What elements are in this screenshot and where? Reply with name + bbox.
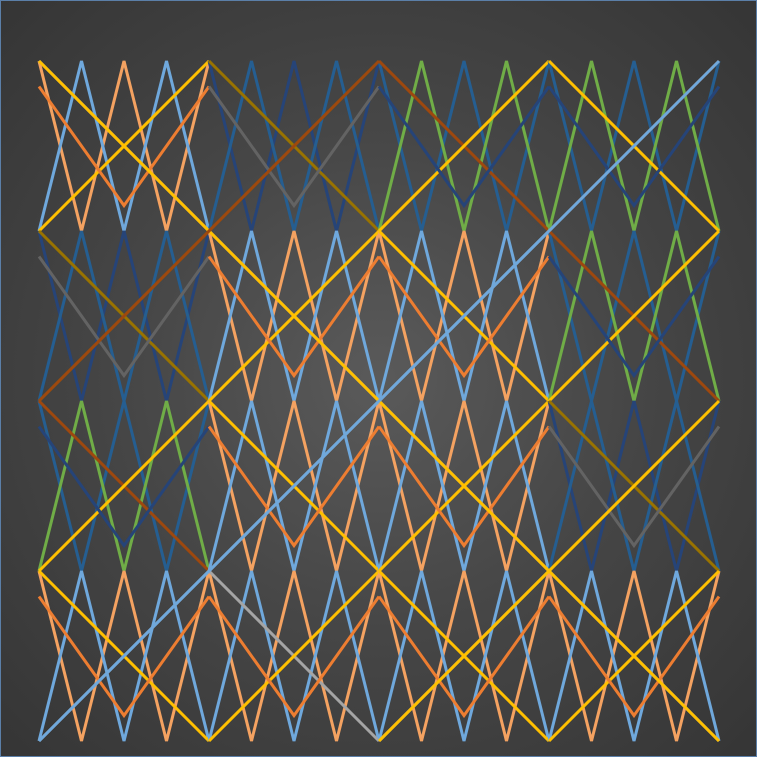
block-3-0-line-0: [37, 570, 211, 742]
diagonal-line-3: [377, 399, 721, 743]
block-0-2-line-4: [377, 85, 551, 209]
block-3-1-line-0: [207, 570, 381, 742]
block-2-1-line-4: [207, 425, 381, 549]
block-1-3-line-4: [547, 255, 721, 379]
block-0-0-line-0: [37, 60, 211, 232]
diagonal-line-2: [37, 59, 381, 403]
block-3-2-line-4: [377, 595, 551, 719]
block-0-1-line-4: [207, 85, 381, 209]
block-3-1-line-1: [207, 570, 381, 742]
block-3-3-line-0: [547, 570, 721, 742]
block-2-2-line-4: [377, 425, 551, 549]
block-3-0-line-1: [37, 570, 211, 742]
block-2-3-line-4: [547, 425, 721, 549]
block-1-0-line-4: [37, 255, 211, 379]
block-3-1-line-4: [207, 595, 381, 719]
block-2-0-line-3: [37, 399, 211, 573]
block-2-3-line-0: [547, 400, 721, 572]
block-2-2-line-0: [377, 400, 551, 572]
block-0-0-line-4: [37, 85, 211, 209]
block-2-1-line-0: [207, 400, 381, 572]
block-3-3-line-1: [547, 570, 721, 742]
block-1-1-line-0: [207, 230, 381, 402]
block-0-3-line-4: [547, 85, 721, 209]
block-1-1-line-4: [207, 255, 381, 379]
block-3-1-line-3: [207, 569, 381, 743]
block-3-3-line-4: [547, 595, 721, 719]
block-2-0-line-0: [37, 400, 211, 572]
block-3-0-line-4: [37, 595, 211, 719]
block-3-2-line-0: [377, 570, 551, 742]
block-1-2-line-4: [377, 255, 551, 379]
block-0-3-line-0: [547, 60, 721, 232]
block-0-1-line-0: [207, 60, 381, 232]
block-0-2-line-3: [377, 59, 551, 233]
diagonal-line-1: [37, 59, 721, 743]
block-1-0-line-0: [37, 230, 211, 402]
block-1-3-line-3: [547, 229, 721, 403]
block-1-2-line-0: [377, 230, 551, 402]
block-2-0-line-4: [37, 425, 211, 549]
block-0-2-line-0: [377, 60, 551, 232]
block-3-2-line-1: [377, 570, 551, 742]
block-1-3-line-0: [547, 230, 721, 402]
